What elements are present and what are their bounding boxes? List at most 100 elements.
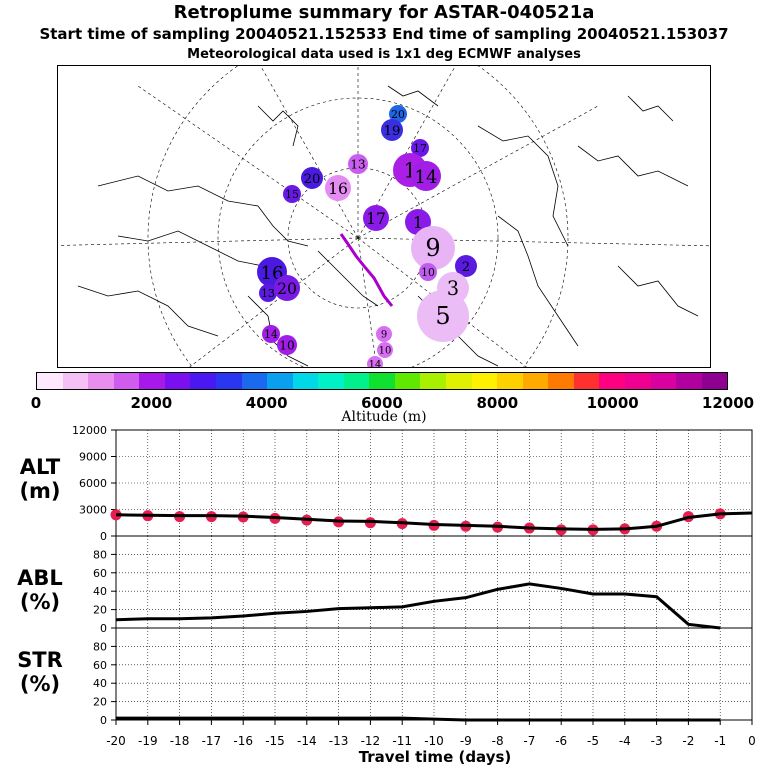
str-panel-label: STR (%) [0, 648, 80, 696]
x-tick-label: 0 [748, 734, 756, 748]
plume-marker-dot [437, 272, 469, 304]
plume-marker: 14 [367, 356, 383, 367]
x-axis: -20 -19 -18 -17 -16 -15 -14 -13 -12 -11 -10 -9 -8 -7-… [106, 720, 756, 748]
y-tick-label: 0 [100, 622, 107, 635]
plume-marker-dot [411, 226, 455, 270]
colorbar-segment [624, 373, 651, 389]
plume-marker-label: 10 [379, 346, 392, 357]
colorbar-segment [267, 373, 293, 389]
colorbar-segment [446, 373, 472, 389]
timeseries-svg: 030006000900012000020406080020406080-20-… [72, 424, 756, 748]
alt-panel-label: ALT (m) [0, 455, 80, 503]
plume-marker: 20 [389, 105, 407, 123]
x-tick-label: -9 [460, 734, 472, 748]
colorbar-tick-label: 12000 [701, 394, 755, 412]
y-tick-label: 20 [93, 604, 107, 617]
plume-marker: 2 [455, 255, 477, 277]
coastlines [77, 85, 699, 367]
plume-marker-dot [301, 167, 323, 189]
plume-marker: 20 [274, 275, 300, 301]
plume-marker-dot [376, 326, 392, 342]
colorbar-tick-label: 0 [30, 394, 42, 412]
colorbar-segment [394, 373, 421, 389]
colorbar-tick-label: 8000 [476, 394, 519, 412]
plume-marker: 10 [277, 335, 297, 355]
y-tick-label: 40 [93, 677, 107, 690]
x-tick-label: -19 [138, 734, 158, 748]
plume-marker: 3 [437, 272, 469, 304]
met-data-note: Meteorological data used is 1x1 deg ECMW… [187, 47, 581, 62]
plume-marker-dot [283, 185, 301, 203]
colorbar-segment [420, 373, 446, 389]
x-tick-label: -10 [424, 734, 444, 748]
panel-alt: 0 3000 6000 9000 12000 [72, 424, 753, 543]
x-tick-label: -16 [233, 734, 253, 748]
plume-marker-label: 17 [366, 210, 386, 228]
abl-panel-label: ABL (%) [0, 566, 80, 614]
y-tick-label: 0 [100, 714, 107, 727]
colorbar-segment [37, 373, 63, 389]
colorbar-segment [139, 373, 165, 389]
x-tick-label: -14 [297, 734, 317, 748]
colorbar-segment [62, 373, 89, 389]
y-tick-label: 12000 [72, 424, 107, 437]
plume-marker-label: 20 [391, 108, 405, 121]
abl-name: ABL [17, 566, 63, 590]
plume-marker: 14 [411, 161, 441, 191]
plume-marker-dot [455, 255, 477, 277]
x-tick-label: -20 [106, 734, 126, 748]
plume-marker: 9 [411, 226, 455, 270]
colorbar-segment [292, 373, 319, 389]
y-tick-label: 60 [93, 659, 107, 672]
series-line-alt [115, 511, 753, 531]
plume-marker-dot [348, 154, 368, 174]
alt-unit: (m) [19, 479, 61, 503]
colorbar-segment [701, 373, 728, 389]
plume-marker: 17 [363, 205, 389, 231]
plume-marker-dot [274, 275, 300, 301]
colorbar-tick-label: 10000 [586, 394, 639, 412]
x-tick-label: -18 [170, 734, 190, 748]
y-tick-label: 20 [93, 696, 107, 709]
x-tick-label: -8 [492, 734, 504, 748]
colorbar-segment [650, 373, 677, 389]
x-tick-label: -12 [361, 734, 381, 748]
x-tick-label: -1 [714, 734, 726, 748]
colorbar-segment [343, 373, 370, 389]
plume-marker-dot [325, 175, 351, 201]
colorbar-segment [548, 373, 574, 389]
alt-name: ALT [19, 455, 61, 479]
colorbar-segment [190, 373, 216, 389]
str-unit: (%) [19, 672, 61, 696]
colorbar-segment [573, 373, 600, 389]
plume-marker-label: 9 [381, 330, 387, 341]
x-tick-label: -2 [682, 734, 694, 748]
plume-marker: 17 [411, 139, 429, 157]
y-tick-label: 80 [93, 640, 107, 653]
plume-marker: 20 [301, 167, 323, 189]
x-tick-label: -3 [651, 734, 663, 748]
altitude-dot [110, 509, 122, 521]
plume-marker-label: 2 [462, 260, 470, 275]
str-name: STR [17, 648, 63, 672]
plume-marker-label: 5 [435, 302, 450, 330]
plume-marker-label: 14 [415, 167, 438, 188]
y-tick-label: 40 [93, 585, 107, 598]
plume-marker: 9 [376, 326, 392, 342]
y-tick-label: 6000 [79, 477, 107, 490]
colorbar-tick-label: 2000 [130, 394, 173, 412]
colorbar-segment [676, 373, 702, 389]
x-axis-label: Travel time (days) [358, 748, 512, 766]
plume-marker: 16 [325, 175, 351, 201]
x-tick-label: -4 [619, 734, 631, 748]
chart-title: Retroplume summary for ASTAR-040521a [173, 2, 595, 23]
y-tick-label: 3000 [79, 504, 107, 517]
plume-marker-label: 17 [413, 142, 427, 155]
plume-track [339, 233, 394, 307]
colorbar-segment [318, 373, 344, 389]
plume-marker: 15 [283, 185, 301, 203]
y-tick-label: 9000 [79, 451, 107, 464]
x-tick-label: -17 [202, 734, 222, 748]
